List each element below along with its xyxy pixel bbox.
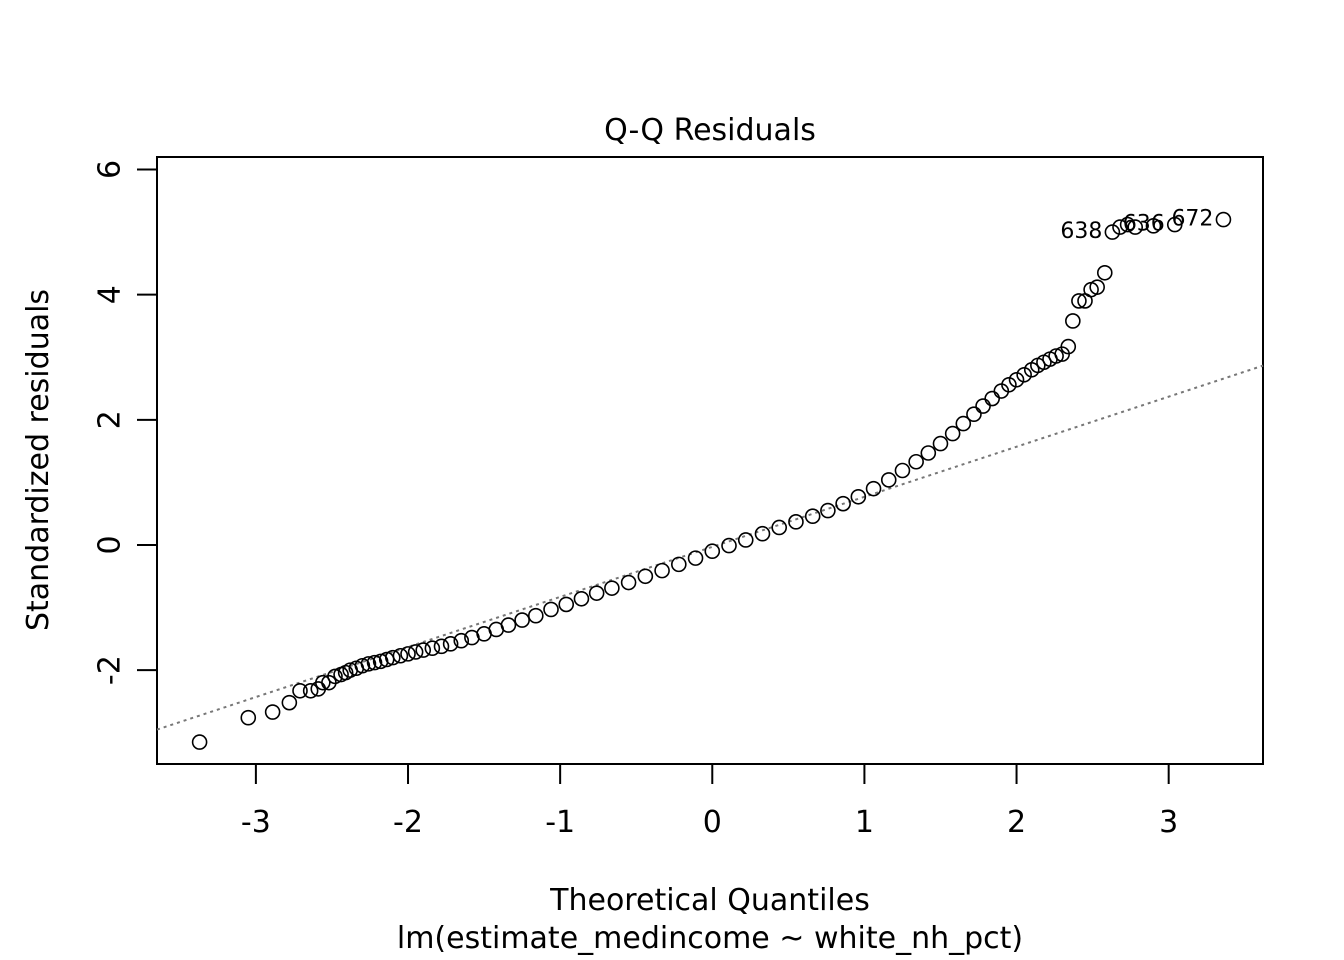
residual-point — [604, 580, 620, 596]
residual-point — [966, 406, 982, 422]
residual-point — [920, 445, 937, 461]
x-tick-label: -2 — [393, 805, 423, 840]
residual-point — [191, 734, 208, 750]
outlier-label: 636 — [1123, 212, 1165, 237]
residual-point — [944, 425, 961, 442]
residual-point — [637, 568, 654, 585]
residual-point — [543, 601, 559, 618]
residual-point — [366, 654, 383, 671]
residual-point — [1112, 219, 1128, 235]
residual-point — [704, 543, 721, 560]
residual-point — [385, 649, 401, 666]
residual-point — [835, 495, 851, 512]
residual-point — [453, 632, 470, 649]
residual-point — [1065, 313, 1081, 329]
residual-point — [240, 709, 257, 726]
residual-point — [1048, 348, 1064, 364]
residual-point — [1215, 211, 1232, 228]
residual-point — [820, 502, 836, 519]
model-formula-subtitle: lm(estimate_medincome ~ white_nh_pct) — [397, 921, 1023, 956]
residual-point — [392, 647, 409, 664]
residual-point — [264, 704, 281, 720]
residual-point — [514, 612, 530, 628]
residual-point — [302, 682, 319, 699]
residual-point — [433, 638, 450, 655]
x-tick-label: 1 — [855, 805, 874, 840]
residual-point — [415, 642, 432, 658]
residual-point — [573, 590, 590, 607]
residual-point — [1166, 216, 1183, 233]
residual-point — [315, 674, 331, 691]
residual-point — [1008, 371, 1025, 388]
residual-point — [880, 472, 897, 488]
x-axis-label: Theoretical Quantiles — [549, 883, 870, 918]
residual-point — [1089, 279, 1105, 295]
residual-point — [1096, 264, 1113, 281]
residual-point — [528, 607, 544, 624]
residual-point — [327, 668, 343, 685]
residual-point — [850, 488, 867, 505]
residual-point — [754, 525, 771, 542]
x-tick-label: -1 — [545, 805, 575, 840]
outlier-label: 672 — [1171, 207, 1213, 232]
residual-point — [894, 462, 911, 479]
y-axis-label: Standardized residuals — [21, 289, 56, 631]
residual-point — [1071, 293, 1087, 309]
x-axis: -3 -2 -1 0 1 2 3 — [241, 763, 1178, 840]
y-axis: -2 0 2 4 6 — [93, 160, 158, 685]
chart-title: Q-Q Residuals — [604, 113, 816, 148]
residual-point — [360, 656, 377, 672]
reference-line-layer — [156, 364, 1264, 731]
outlier-label: 638 — [1060, 219, 1102, 244]
residual-point — [1104, 224, 1121, 240]
residual-point — [281, 694, 298, 711]
residual-point — [1119, 216, 1136, 233]
x-tick-label: -3 — [241, 805, 271, 840]
residual-point — [1145, 218, 1162, 234]
qq-reference-line — [156, 364, 1264, 731]
residual-point — [354, 657, 371, 674]
y-tick-label: -2 — [93, 655, 128, 685]
residual-point — [804, 508, 821, 524]
residual-point — [984, 390, 1001, 407]
residual-point — [620, 574, 637, 591]
y-tick-label: 4 — [93, 285, 128, 304]
residual-point — [442, 636, 459, 652]
residual-point — [588, 585, 605, 601]
x-tick-label: 2 — [1007, 805, 1026, 840]
residual-point — [292, 682, 308, 699]
residual-point — [737, 532, 754, 548]
residual-point — [1127, 219, 1144, 235]
residual-point — [671, 556, 687, 573]
residual-point — [721, 537, 737, 554]
residual-point — [500, 617, 517, 633]
residual-point — [908, 453, 924, 470]
residual-point — [955, 415, 972, 432]
y-tick-label: 2 — [93, 410, 128, 429]
residual-point — [865, 480, 882, 497]
x-tick-label: 0 — [703, 805, 722, 840]
residual-point — [407, 644, 424, 660]
residual-point — [687, 550, 704, 566]
residual-point — [975, 398, 991, 414]
y-tick-label: 0 — [93, 535, 128, 554]
residual-point — [1001, 376, 1017, 393]
x-tick-label: 3 — [1159, 805, 1178, 840]
residual-point — [424, 640, 441, 657]
residual-point — [771, 519, 788, 536]
residual-point — [1060, 338, 1077, 355]
residual-point — [654, 562, 670, 579]
points-layer — [191, 211, 1232, 750]
y-tick-label: 6 — [93, 160, 128, 179]
residual-point — [400, 646, 416, 662]
residual-point — [932, 435, 949, 452]
plot-frame — [156, 156, 1264, 765]
residual-point — [788, 514, 804, 530]
residual-point — [558, 596, 575, 613]
residual-point — [1016, 366, 1032, 383]
